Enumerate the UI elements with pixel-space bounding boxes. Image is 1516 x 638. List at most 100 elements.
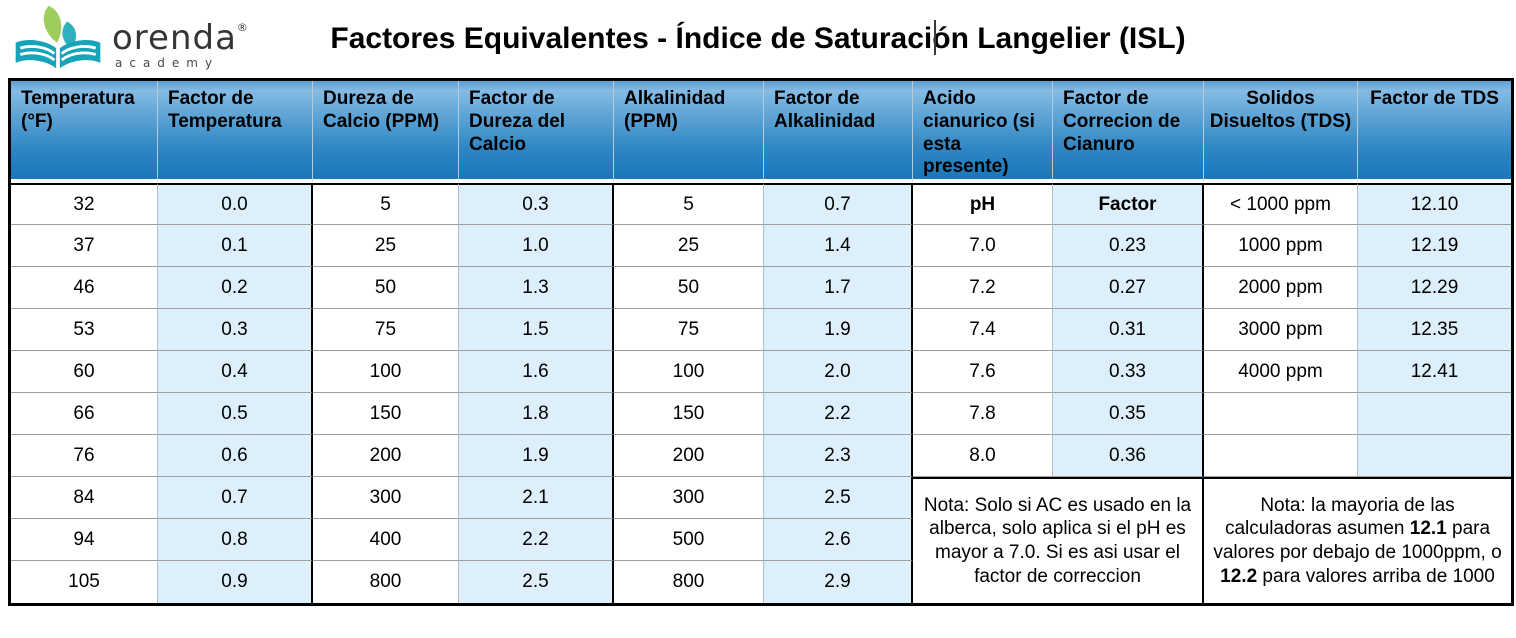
- table-cell: 0.3: [459, 183, 614, 226]
- table-cell: 12.19: [1358, 225, 1511, 268]
- table-cell: 300: [313, 477, 459, 520]
- table-cell: 0.4: [158, 351, 313, 394]
- table-cell: [1204, 435, 1358, 478]
- table-cell: 0.0: [158, 183, 313, 226]
- table-cell: 1.5: [459, 309, 614, 352]
- note-tds-bold-value: 12.1: [1409, 518, 1447, 540]
- table-cell: 8.0: [913, 435, 1053, 478]
- table-cell: 2.3: [764, 435, 913, 478]
- academy-text: academy: [115, 56, 220, 70]
- table-cell: 0.7: [764, 183, 913, 226]
- table-cell: 0.31: [1053, 309, 1204, 352]
- header-temperature-factor: Factor de Temperatura: [158, 81, 313, 184]
- note-tds-bold-value: 12.2: [1220, 565, 1258, 587]
- header-tds-factor: Factor de TDS: [1358, 81, 1511, 184]
- table-cell: 2.2: [459, 519, 614, 562]
- table-cell: 100: [313, 351, 459, 394]
- table-row: 32 0.0 5 0.3 5 0.7 pH Factor < 1000 ppm …: [11, 183, 1511, 226]
- table-cell: 76: [11, 435, 158, 478]
- table-cell: 200: [614, 435, 764, 478]
- table-cell: 1.9: [459, 435, 614, 478]
- table-cell: 94: [11, 519, 158, 562]
- table-cell: 500: [614, 519, 764, 562]
- note-tds-text: para valores arriba de 1000: [1257, 565, 1495, 587]
- table-row: 66 0.5 150 1.8 150 2.2 7.8 0.35: [11, 393, 1511, 436]
- table-cell: 2.0: [764, 351, 913, 394]
- table-cell: 0.35: [1053, 393, 1204, 436]
- table-cell: 1.7: [764, 267, 913, 310]
- table-cell: 75: [614, 309, 764, 352]
- table-cell: 7.2: [913, 267, 1053, 310]
- table-row: 94 0.8 400 2.2 500 2.6: [11, 519, 1511, 562]
- table-cell: 7.8: [913, 393, 1053, 436]
- table-cell: 5: [614, 183, 764, 226]
- isl-factors-table: Temperatura (°F) Factor de Temperatura D…: [8, 78, 1514, 607]
- table-cell: 0.36: [1053, 435, 1204, 478]
- brand-text: orenda®: [112, 21, 249, 55]
- factor-subheader-cell: Factor: [1053, 183, 1204, 226]
- table-cell: 300: [614, 477, 764, 520]
- table-cell: 0.6: [158, 435, 313, 478]
- table-cell: 2.2: [764, 393, 913, 436]
- table-row: 76 0.6 200 1.9 200 2.3 8.0 0.36: [11, 435, 1511, 478]
- table-cell: 7.0: [913, 225, 1053, 268]
- table-cell: [1204, 393, 1358, 436]
- note-tds-text: Nota: la mayoria de las calculadoras asu…: [1224, 494, 1455, 540]
- table-cell: 66: [11, 393, 158, 436]
- note-tds: Nota: la mayoria de las calculadoras asu…: [1204, 477, 1511, 604]
- table-cell: 150: [614, 393, 764, 436]
- table-cell: 0.33: [1053, 351, 1204, 394]
- table-cell: 60: [11, 351, 158, 394]
- table-cell: 150: [313, 393, 459, 436]
- header-alkalinity: Alkalinidad (PPM): [614, 81, 764, 184]
- table-cell: 2.6: [764, 519, 913, 562]
- table-cell: 12.29: [1358, 267, 1511, 310]
- table-cell: 32: [11, 183, 158, 226]
- table-cell: 0.2: [158, 267, 313, 310]
- table-cell: 2.5: [459, 561, 614, 604]
- table-row: 60 0.4 100 1.6 100 2.0 7.6 0.33 4000 ppm…: [11, 351, 1511, 394]
- table-row: 105 0.9 800 2.5 800 2.9: [11, 561, 1511, 604]
- header-tds: Solidos Disueltos (TDS): [1204, 81, 1358, 184]
- table-cell: 53: [11, 309, 158, 352]
- table-cell: 84: [11, 477, 158, 520]
- text-cursor: [934, 20, 936, 55]
- table-cell: 2000 ppm: [1204, 267, 1358, 310]
- table-cell: 2.1: [459, 477, 614, 520]
- table-cell: 7.6: [913, 351, 1053, 394]
- table-cell: 46: [11, 267, 158, 310]
- table-cell: [1358, 435, 1511, 478]
- table-cell: 1.3: [459, 267, 614, 310]
- table-cell: 200: [313, 435, 459, 478]
- table-cell: 2.9: [764, 561, 913, 604]
- table-cell: 7.4: [913, 309, 1053, 352]
- table-cell: 800: [313, 561, 459, 604]
- table-row: 53 0.3 75 1.5 75 1.9 7.4 0.31 3000 ppm 1…: [11, 309, 1511, 352]
- table-cell: 1000 ppm: [1204, 225, 1358, 268]
- table-cell: 105: [11, 561, 158, 604]
- brand-word: orenda: [112, 18, 237, 58]
- page-title: Factores Equivalentes - Índice de Satura…: [330, 22, 1186, 55]
- orenda-logo: orenda® academy: [12, 5, 249, 71]
- header-row: Temperatura (°F) Factor de Temperatura D…: [11, 81, 1511, 184]
- table-cell: 400: [313, 519, 459, 562]
- table-cell: 1.8: [459, 393, 614, 436]
- table-cell: 0.8: [158, 519, 313, 562]
- header-cyanuric-correction-factor: Factor de Correcion de Cianuro: [1053, 81, 1204, 184]
- table-cell: 4000 ppm: [1204, 351, 1358, 394]
- table-cell: 37: [11, 225, 158, 268]
- table-cell: 25: [614, 225, 764, 268]
- table-cell: 0.1: [158, 225, 313, 268]
- table-cell: 1.4: [764, 225, 913, 268]
- table-cell: 1.0: [459, 225, 614, 268]
- table-cell: 75: [313, 309, 459, 352]
- note-cyanuric: Nota: Solo si AC es usado en la alberca,…: [913, 477, 1204, 604]
- header-cyanuric-acid: Acido cianurico (si esta presente): [913, 81, 1053, 184]
- table-cell: 12.41: [1358, 351, 1511, 394]
- table-cell: 12.35: [1358, 309, 1511, 352]
- table-cell: 2.5: [764, 477, 913, 520]
- header-calcium-hardness: Dureza de Calcio (PPM): [313, 81, 459, 184]
- table-cell: 3000 ppm: [1204, 309, 1358, 352]
- table-cell: 0.7: [158, 477, 313, 520]
- table-cell: 1.6: [459, 351, 614, 394]
